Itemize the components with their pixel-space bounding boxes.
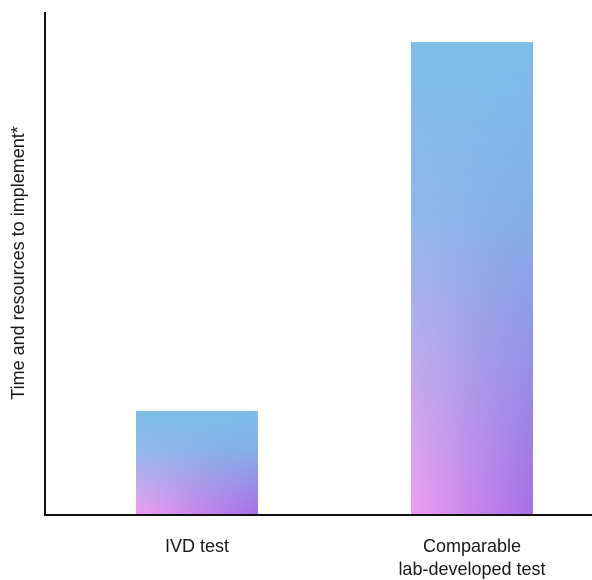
bars-group bbox=[136, 42, 533, 515]
x-tick-label-1: IVD test bbox=[165, 536, 229, 556]
x-tick-label-2: Comparable lab-developed test bbox=[398, 536, 545, 579]
bar-2 bbox=[411, 42, 533, 515]
bar-1 bbox=[136, 410, 258, 515]
bar-2-overlay bbox=[411, 42, 533, 515]
y-axis-label: Time and resources to implement* bbox=[8, 126, 28, 399]
x-tick-labels: IVD test Comparable lab-developed test bbox=[165, 536, 546, 579]
bar-1-overlay bbox=[136, 410, 258, 515]
